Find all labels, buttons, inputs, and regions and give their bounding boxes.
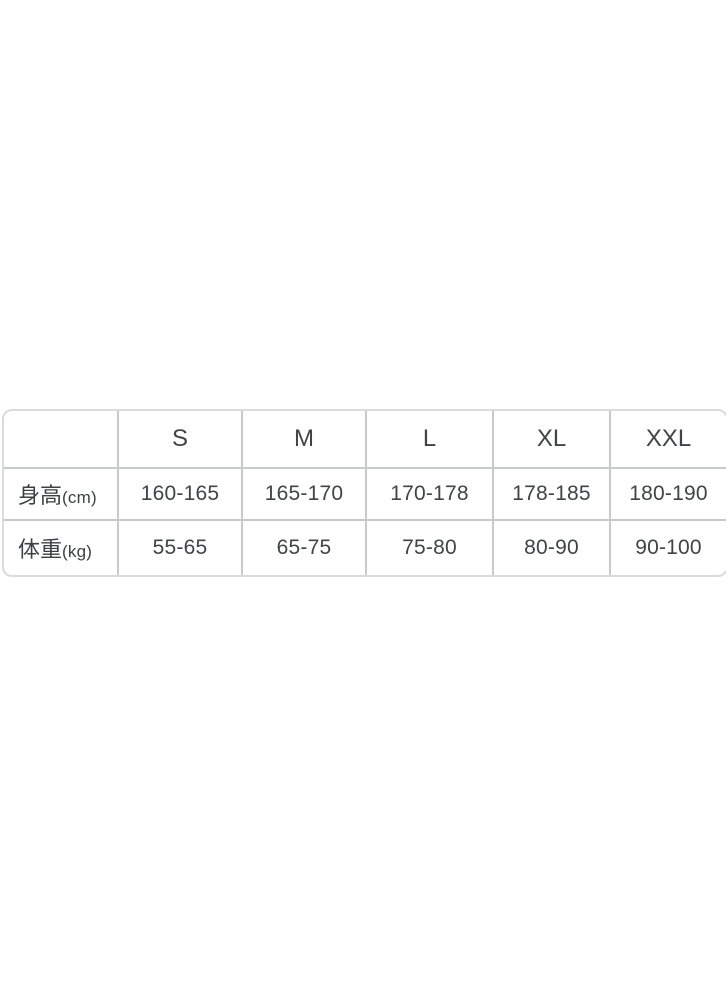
row-label-height-unit: (cm) <box>62 488 97 507</box>
row-label-height: 身高(cm) <box>4 467 117 519</box>
cell-weight-s: 55-65 <box>117 519 241 575</box>
cell-weight-xl: 80-90 <box>492 519 609 575</box>
cell-weight-xxl: 90-100 <box>609 519 726 575</box>
cell-weight-m: 65-75 <box>241 519 365 575</box>
cell-height-xxl: 180-190 <box>609 467 726 519</box>
cell-height-s: 160-165 <box>117 467 241 519</box>
size-header-row: S M L XL XXL <box>4 411 726 467</box>
size-chart-table: S M L XL XXL 身高(cm) 160-165 165-170 170-… <box>2 409 726 577</box>
col-header-l: L <box>365 411 492 467</box>
row-label-height-text: 身高 <box>18 483 63 508</box>
cell-height-l: 170-178 <box>365 467 492 519</box>
col-header-m: M <box>241 411 365 467</box>
height-row: 身高(cm) 160-165 165-170 170-178 178-185 1… <box>4 467 726 519</box>
cell-height-m: 165-170 <box>241 467 365 519</box>
col-header-xl: XL <box>492 411 609 467</box>
corner-cell <box>4 411 117 467</box>
col-header-xxl: XXL <box>609 411 726 467</box>
col-header-s: S <box>117 411 241 467</box>
cell-weight-l: 75-80 <box>365 519 492 575</box>
row-label-weight-unit: (kg) <box>62 542 93 561</box>
weight-row: 体重(kg) 55-65 65-75 75-80 80-90 90-100 <box>4 519 726 575</box>
cell-height-xl: 178-185 <box>492 467 609 519</box>
row-label-weight-text: 体重 <box>18 537 63 562</box>
row-label-weight: 体重(kg) <box>4 519 117 575</box>
